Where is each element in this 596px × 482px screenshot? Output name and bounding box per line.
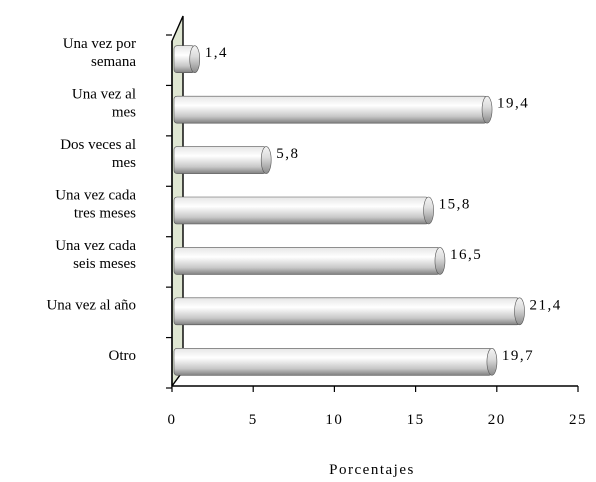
bar-end-cap [481, 95, 493, 124]
bar [173, 196, 429, 225]
bar [173, 247, 441, 275]
bar-end-cap [514, 297, 525, 326]
x-tick-label: 5 [249, 412, 258, 428]
x-tick-label: 0 [168, 412, 177, 428]
data-label: 5,8 [276, 146, 299, 162]
data-label: 1,4 [205, 45, 228, 61]
bar [173, 95, 488, 124]
bar-end-cap [423, 196, 434, 225]
bar-end-cap [260, 146, 272, 174]
category-label: Otro [109, 348, 137, 364]
category-label: Una vez por semana [63, 36, 137, 70]
bar-end-cap [486, 347, 498, 376]
bar [173, 297, 520, 326]
category-label: Dos veces al mes [60, 137, 136, 171]
data-label: 15,8 [439, 197, 471, 213]
data-label: 19,7 [502, 348, 534, 364]
category-label: Una vez cada tres meses [55, 188, 136, 222]
category-label: Una vez cada seis meses [55, 238, 136, 272]
data-label: 19,4 [497, 96, 529, 112]
data-label: 16,5 [450, 247, 482, 263]
x-tick-label: 25 [569, 412, 587, 428]
x-tick-label: 10 [325, 412, 343, 428]
data-label: 21,4 [530, 297, 562, 313]
x-tick-label: 20 [488, 412, 506, 428]
category-label: Una vez al mes [72, 87, 136, 121]
bar-end-cap [189, 45, 201, 74]
category-label: Una vez al año [46, 297, 136, 313]
bar [173, 146, 267, 174]
bar [173, 347, 493, 376]
x-tick-label: 15 [407, 412, 425, 428]
bar-end-cap [434, 247, 446, 275]
x-axis-title: Porcentajes [329, 462, 415, 478]
